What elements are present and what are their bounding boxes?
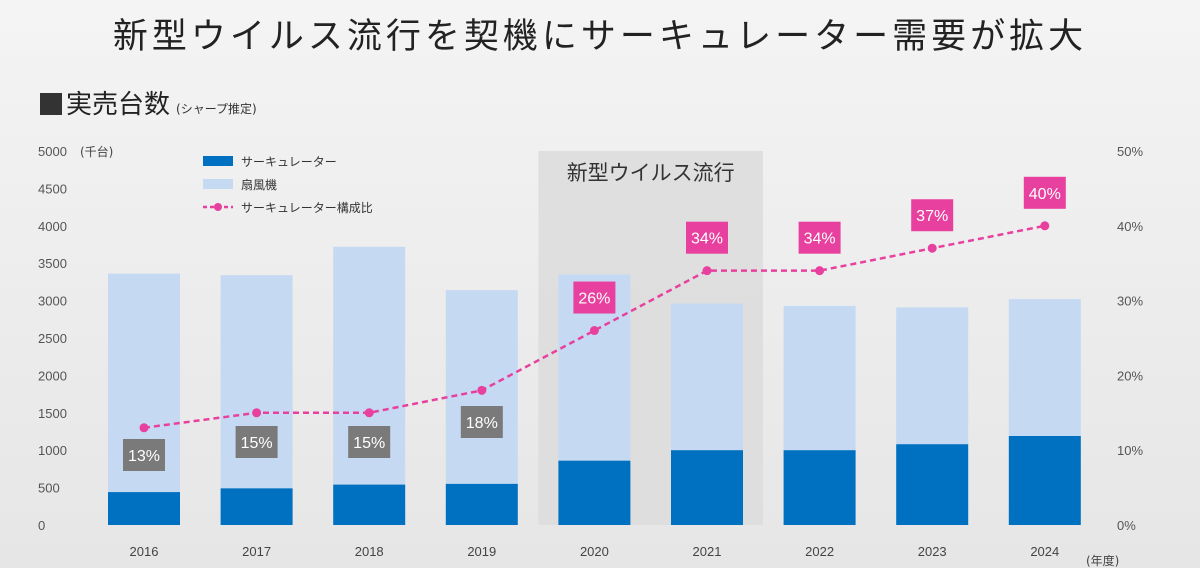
y-tick-label: 2000 — [38, 368, 67, 383]
ratio-label-box — [460, 406, 503, 438]
x-tick-label: 2017 — [242, 544, 271, 559]
ratio-label: 15% — [353, 435, 385, 452]
x-tick-label: 2018 — [355, 544, 384, 559]
ratio-point — [589, 326, 599, 336]
ratio-label-box — [798, 221, 841, 254]
ratio-point — [927, 243, 937, 253]
y-tick-label: 3000 — [38, 294, 67, 309]
ratio-label: 34% — [691, 231, 723, 248]
ratio-label-box — [348, 426, 391, 458]
y-tick-label: 5000 — [38, 144, 67, 159]
bar-fan — [671, 303, 743, 451]
x-tick-label: 2016 — [130, 544, 159, 559]
legend-label-fan: 扇風機 — [241, 177, 277, 192]
y-axis-unit: (千台) — [80, 144, 113, 159]
bar-circulator — [1008, 435, 1081, 525]
y-tick-label: 0 — [38, 518, 45, 533]
ratio-label: 18% — [466, 415, 498, 432]
bar-circulator — [333, 484, 406, 525]
y-tick-label: 1500 — [38, 406, 67, 421]
bar-fan — [783, 305, 856, 451]
ratio-point — [815, 266, 825, 276]
ratio-label-box — [123, 439, 165, 471]
ratio-point — [477, 385, 487, 395]
ratio-line — [143, 224, 1046, 429]
ratio-point — [364, 408, 374, 418]
bar-circulator — [783, 450, 856, 525]
legend-label-ratio: サーキュレーター構成比 — [241, 201, 373, 215]
legend-swatch-fan — [203, 179, 233, 189]
bar-circulator — [445, 483, 518, 525]
y2-tick-label: 0% — [1117, 518, 1136, 533]
x-tick-label: 2020 — [580, 544, 609, 559]
y-tick-label: 2500 — [38, 331, 67, 346]
ratio-label: 13% — [128, 448, 160, 465]
x-tick-label: 2024 — [1030, 544, 1059, 559]
ratio-point — [139, 423, 149, 433]
headline: 新型ウイルス流行を契機にサーキュレーター需要が拡大 — [112, 17, 1088, 57]
section-note: (シャープ推定) — [176, 102, 257, 116]
x-tick-label: 2023 — [918, 544, 947, 559]
ratio-label: 34% — [804, 231, 836, 248]
ratio-point — [1040, 221, 1050, 231]
bar-fan — [1008, 299, 1081, 436]
ratio-label: 37% — [916, 208, 948, 225]
ratio-label: 26% — [578, 291, 610, 308]
ratio-label: 40% — [1029, 186, 1061, 203]
legend-swatch-ratio-point — [214, 203, 222, 211]
section-title: 実売台数 (シャープ推定) — [40, 84, 257, 121]
x-tick-label: 2021 — [693, 544, 722, 559]
ratio-label-box — [686, 221, 728, 254]
highlight-label: 新型ウイルス流行 — [567, 161, 735, 185]
legend-swatch-circulator — [203, 156, 233, 166]
y2-tick-label: 40% — [1117, 219, 1143, 234]
section-title-text: 実売台数 — [66, 90, 171, 120]
bar-circulator — [220, 488, 293, 525]
ratio-point — [252, 408, 262, 418]
x-tick-label: 2022 — [805, 544, 834, 559]
bar-circulator — [671, 450, 743, 525]
y2-tick-label: 50% — [1117, 144, 1143, 159]
x-tick-label: 2019 — [467, 544, 496, 559]
square-icon — [40, 93, 62, 115]
y-tick-label: 4000 — [38, 219, 67, 234]
legend-label-circulator: サーキュレーター — [241, 155, 337, 169]
y2-tick-label: 20% — [1117, 368, 1143, 383]
y-tick-label: 4500 — [38, 181, 67, 196]
ratio-label: 15% — [241, 435, 273, 452]
y-tick-label: 500 — [38, 481, 60, 496]
ratio-label-box — [573, 281, 616, 314]
ratio-label-box — [235, 426, 278, 458]
bar-circulator — [558, 460, 631, 525]
bar-fan — [896, 307, 969, 445]
y-tick-label: 1000 — [38, 443, 67, 458]
y-tick-label: 3500 — [38, 256, 67, 271]
ratio-point — [702, 266, 712, 276]
y2-tick-label: 10% — [1117, 443, 1143, 458]
ratio-label-box — [1023, 176, 1066, 209]
x-axis-unit: (年度) — [1086, 553, 1119, 568]
ratio-label-box — [911, 199, 954, 232]
bar-circulator — [108, 492, 180, 525]
y2-tick-label: 30% — [1117, 294, 1143, 309]
bar-circulator — [896, 444, 969, 525]
